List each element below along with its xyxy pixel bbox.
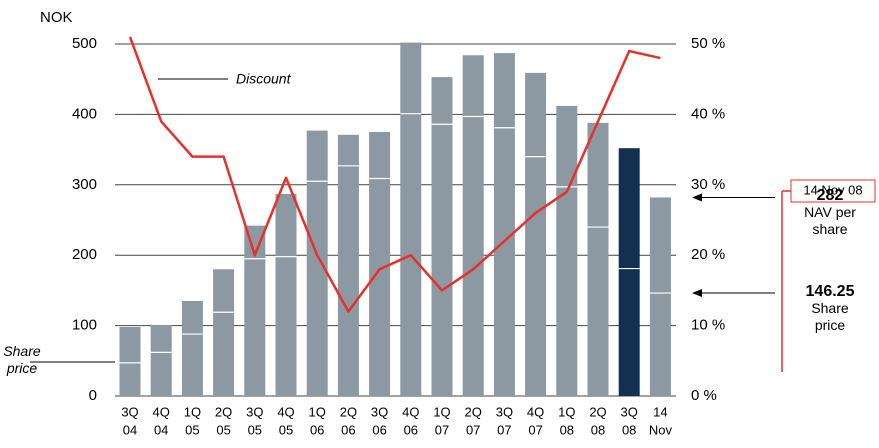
bar bbox=[151, 325, 172, 396]
y2-tick-label: 30 % bbox=[691, 176, 725, 193]
y2-tick-label: 40 % bbox=[691, 105, 725, 122]
nav-value: 282 bbox=[780, 187, 879, 204]
y2-tick-label: 10 % bbox=[691, 317, 725, 334]
x-tick-label: 05 bbox=[216, 422, 230, 437]
bar bbox=[120, 327, 141, 396]
x-tick-label: 3Q bbox=[621, 404, 638, 419]
x-tick-label: 4Q bbox=[277, 404, 294, 419]
x-tick-label: 1Q bbox=[558, 404, 575, 419]
bar bbox=[556, 106, 577, 396]
bar bbox=[182, 301, 203, 396]
callout-arrowhead bbox=[692, 289, 702, 297]
bar bbox=[369, 132, 390, 396]
x-tick-label: 05 bbox=[185, 422, 199, 437]
x-tick-label: 07 bbox=[435, 422, 449, 437]
x-tick-label: 3Q bbox=[121, 404, 138, 419]
x-tick-label: 07 bbox=[466, 422, 480, 437]
x-tick-label: Nov bbox=[649, 422, 673, 437]
x-tick-label: 06 bbox=[341, 422, 355, 437]
x-tick-label: 3Q bbox=[371, 404, 388, 419]
x-tick-label: 2Q bbox=[589, 404, 606, 419]
bar bbox=[276, 194, 297, 396]
x-tick-label: 08 bbox=[622, 422, 636, 437]
x-tick-label: 07 bbox=[528, 422, 542, 437]
x-tick-label: 1Q bbox=[309, 404, 326, 419]
bar bbox=[494, 53, 515, 396]
share-price-label: Share price bbox=[2, 343, 42, 377]
y2-tick-label: 20 % bbox=[691, 246, 725, 263]
callout-arrowhead bbox=[692, 193, 702, 201]
x-tick-label: 08 bbox=[591, 422, 605, 437]
x-tick-label: 2Q bbox=[465, 404, 482, 419]
x-tick-label: 4Q bbox=[153, 404, 170, 419]
discount-label: Discount bbox=[236, 71, 292, 87]
bar bbox=[338, 135, 359, 396]
x-tick-label: 14 bbox=[653, 404, 667, 419]
y-tick-label: 300 bbox=[72, 176, 97, 193]
y-tick-label: 200 bbox=[72, 246, 97, 263]
y-unit: NOK bbox=[40, 9, 73, 26]
bar bbox=[213, 269, 234, 396]
bar bbox=[432, 77, 453, 396]
y-tick-label: 400 bbox=[72, 105, 97, 122]
discount-line bbox=[130, 37, 660, 312]
y2-tick-label: 50 % bbox=[691, 35, 725, 52]
y-tick-label: 500 bbox=[72, 35, 97, 52]
x-tick-label: 1Q bbox=[184, 404, 201, 419]
share-price-value: 146.25 bbox=[780, 283, 879, 300]
x-tick-label: 3Q bbox=[496, 404, 513, 419]
nav-callout: 282 NAV per share bbox=[780, 187, 879, 238]
bar bbox=[400, 43, 421, 396]
x-tick-label: 06 bbox=[310, 422, 324, 437]
x-tick-label: 04 bbox=[123, 422, 137, 437]
x-tick-label: 4Q bbox=[527, 404, 544, 419]
bar bbox=[307, 131, 328, 396]
bar bbox=[619, 148, 640, 396]
x-tick-label: 08 bbox=[560, 422, 574, 437]
x-tick-label: 2Q bbox=[215, 404, 232, 419]
bar bbox=[525, 73, 546, 396]
y-tick-label: 100 bbox=[72, 317, 97, 334]
chart: NOK Discount 14 Nov 08 0 100 200 300 400 500 0… bbox=[0, 0, 879, 448]
page: NOK Discount 14 Nov 08 0 100 200 300 400 500 0… bbox=[0, 0, 879, 448]
y-tick-label: 0 bbox=[89, 387, 97, 404]
y2-tick-label: 0 % bbox=[691, 387, 717, 404]
bar bbox=[650, 197, 671, 396]
x-tick-label: 1Q bbox=[433, 404, 450, 419]
share-price-callout-label: Share price bbox=[805, 300, 855, 334]
share-price-callout: 146.25 Share price bbox=[780, 283, 879, 334]
x-tick-label: 07 bbox=[497, 422, 511, 437]
bar bbox=[463, 55, 484, 396]
x-tick-label: 06 bbox=[404, 422, 418, 437]
x-tick-label: 3Q bbox=[246, 404, 263, 419]
x-tick-label: 05 bbox=[279, 422, 293, 437]
bar bbox=[588, 123, 609, 396]
x-tick-label: 05 bbox=[248, 422, 262, 437]
x-tick-label: 04 bbox=[154, 422, 168, 437]
x-tick-label: 2Q bbox=[340, 404, 357, 419]
nav-label: NAV per share bbox=[795, 204, 865, 238]
x-tick-label: 4Q bbox=[402, 404, 419, 419]
x-tick-label: 06 bbox=[372, 422, 386, 437]
